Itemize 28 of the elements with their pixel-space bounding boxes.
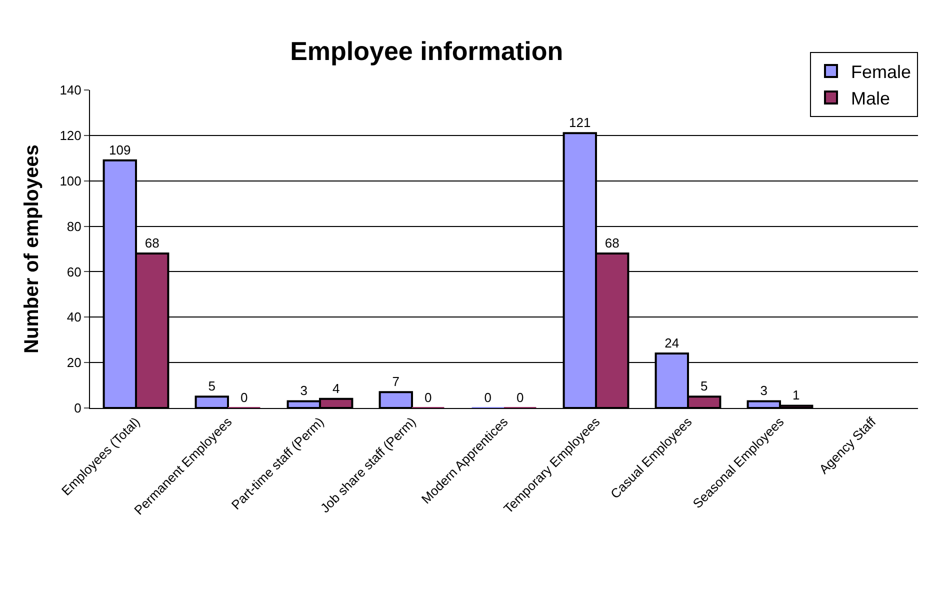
data-label: 4: [332, 380, 340, 396]
y-tick-label: 120: [60, 128, 82, 143]
chart-title: Employee information: [290, 36, 564, 66]
legend-label: Male: [851, 88, 890, 108]
y-tick-label: 80: [66, 218, 82, 234]
y-tick-label: 20: [66, 355, 82, 370]
data-label: 3: [760, 383, 768, 398]
data-label: 7: [392, 374, 400, 390]
data-label: 3: [300, 383, 308, 398]
y-tick-label: 60: [66, 264, 82, 280]
data-label: 68: [604, 236, 620, 251]
data-label: 1: [792, 388, 800, 403]
data-label: 68: [144, 236, 160, 251]
data-label: 0: [484, 390, 492, 405]
data-label: 121: [569, 115, 591, 130]
data-label: 5: [700, 378, 708, 394]
y-tick-label: 140: [60, 82, 82, 98]
data-label: 0: [516, 390, 524, 405]
y-tick-label: 0: [74, 400, 82, 416]
data-label: 109: [109, 142, 131, 158]
y-tick-label: 40: [66, 310, 82, 325]
y-tick-label: 100: [60, 173, 82, 188]
data-label: 24: [664, 335, 680, 350]
data-label: 0: [424, 390, 432, 405]
y-axis-title: Number of employees: [21, 144, 44, 354]
data-label: 0: [240, 390, 248, 405]
data-label: 5: [208, 378, 216, 394]
legend-label: Female: [851, 62, 912, 82]
